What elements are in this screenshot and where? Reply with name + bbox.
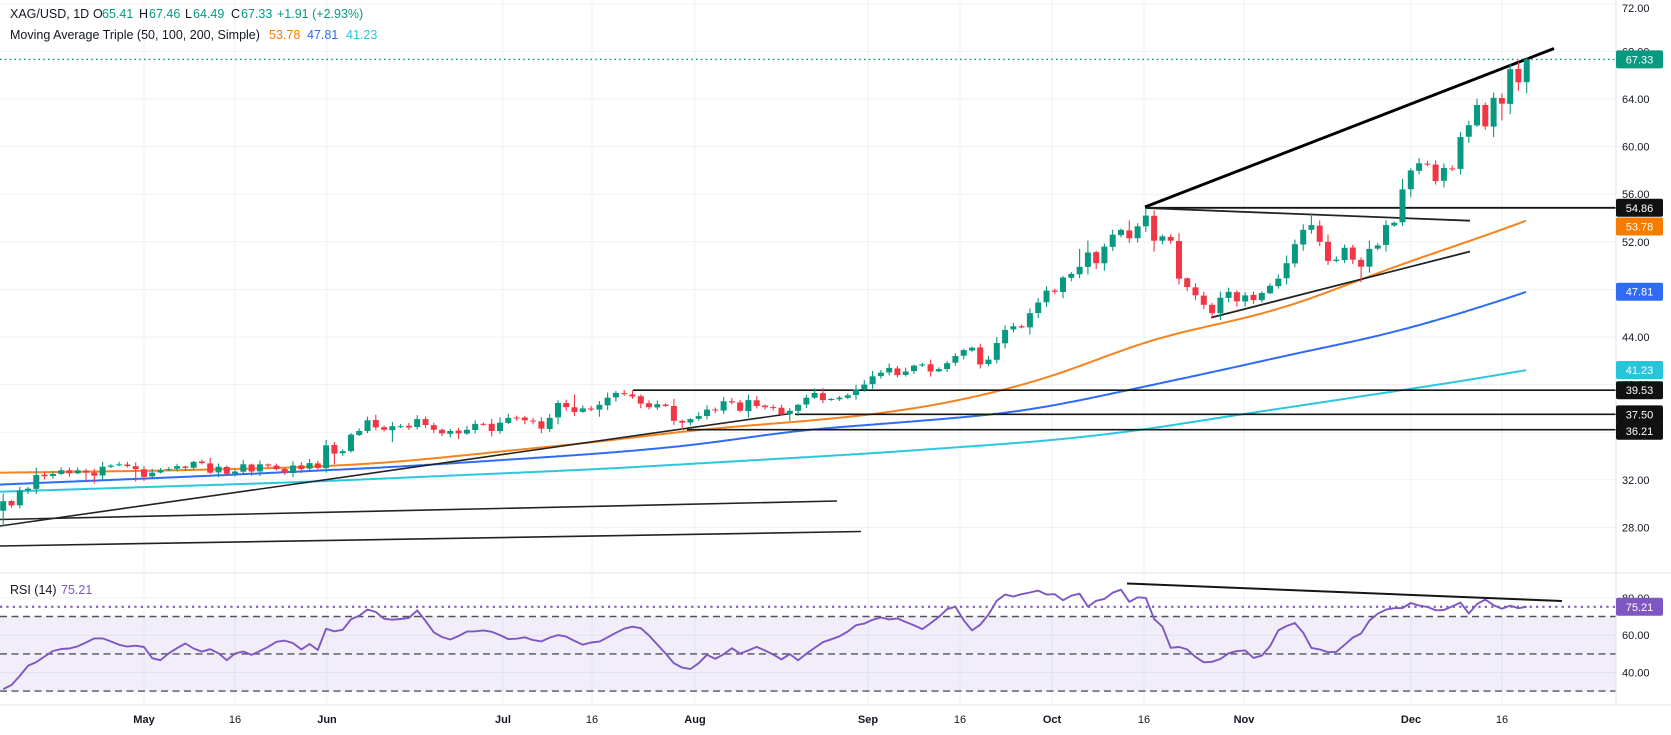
svg-text:41.23: 41.23 [346, 28, 377, 42]
svg-text:16: 16 [1138, 714, 1150, 726]
svg-text:64.00: 64.00 [1622, 94, 1650, 106]
svg-text:56.00: 56.00 [1622, 189, 1650, 201]
svg-text:28.00: 28.00 [1622, 522, 1650, 534]
svg-text:H: H [139, 7, 148, 21]
svg-text:75.21: 75.21 [1626, 602, 1654, 614]
svg-text:64.49: 64.49 [193, 7, 224, 21]
svg-text:40.00: 40.00 [1622, 668, 1650, 680]
svg-text:L: L [185, 7, 192, 21]
svg-text:May: May [133, 714, 155, 726]
svg-text:16: 16 [954, 714, 966, 726]
svg-text:XAG/USD, 1D: XAG/USD, 1D [10, 7, 89, 21]
svg-text:67.33: 67.33 [241, 7, 272, 21]
svg-text:O: O [93, 7, 103, 21]
svg-text:52.00: 52.00 [1622, 237, 1650, 249]
svg-text:Oct: Oct [1043, 714, 1062, 726]
svg-text:53.78: 53.78 [269, 28, 300, 42]
svg-text:53.78: 53.78 [1626, 222, 1654, 234]
svg-text:44.00: 44.00 [1622, 332, 1650, 344]
svg-text:39.53: 39.53 [1626, 385, 1654, 397]
svg-text:Jul: Jul [495, 714, 511, 726]
svg-text:16: 16 [1496, 714, 1508, 726]
svg-text:67.46: 67.46 [149, 7, 180, 21]
svg-text:60.00: 60.00 [1622, 142, 1650, 154]
svg-text:Sep: Sep [858, 714, 878, 726]
svg-text:C: C [231, 7, 240, 21]
svg-text:54.86: 54.86 [1626, 203, 1654, 215]
svg-text:+1.91 (+2.93%): +1.91 (+2.93%) [277, 7, 363, 21]
svg-text:RSI (14): RSI (14) [10, 583, 57, 597]
svg-text:Dec: Dec [1401, 714, 1421, 726]
svg-text:Aug: Aug [684, 714, 705, 726]
svg-text:41.23: 41.23 [1626, 365, 1654, 377]
svg-text:32.00: 32.00 [1622, 475, 1650, 487]
svg-text:Jun: Jun [317, 714, 337, 726]
svg-text:16: 16 [586, 714, 598, 726]
svg-text:47.81: 47.81 [1626, 287, 1654, 299]
svg-text:36.21: 36.21 [1626, 426, 1654, 438]
svg-text:Moving Average Triple (50, 100: Moving Average Triple (50, 100, 200, Sim… [10, 28, 260, 42]
svg-text:67.33: 67.33 [1626, 54, 1654, 66]
svg-text:37.50: 37.50 [1626, 409, 1654, 421]
svg-text:65.41: 65.41 [102, 7, 133, 21]
svg-text:72.00: 72.00 [1622, 3, 1650, 15]
svg-text:75.21: 75.21 [61, 583, 92, 597]
svg-text:Nov: Nov [1234, 714, 1256, 726]
svg-text:16: 16 [229, 714, 241, 726]
svg-text:47.81: 47.81 [307, 28, 338, 42]
svg-text:60.00: 60.00 [1622, 630, 1650, 642]
